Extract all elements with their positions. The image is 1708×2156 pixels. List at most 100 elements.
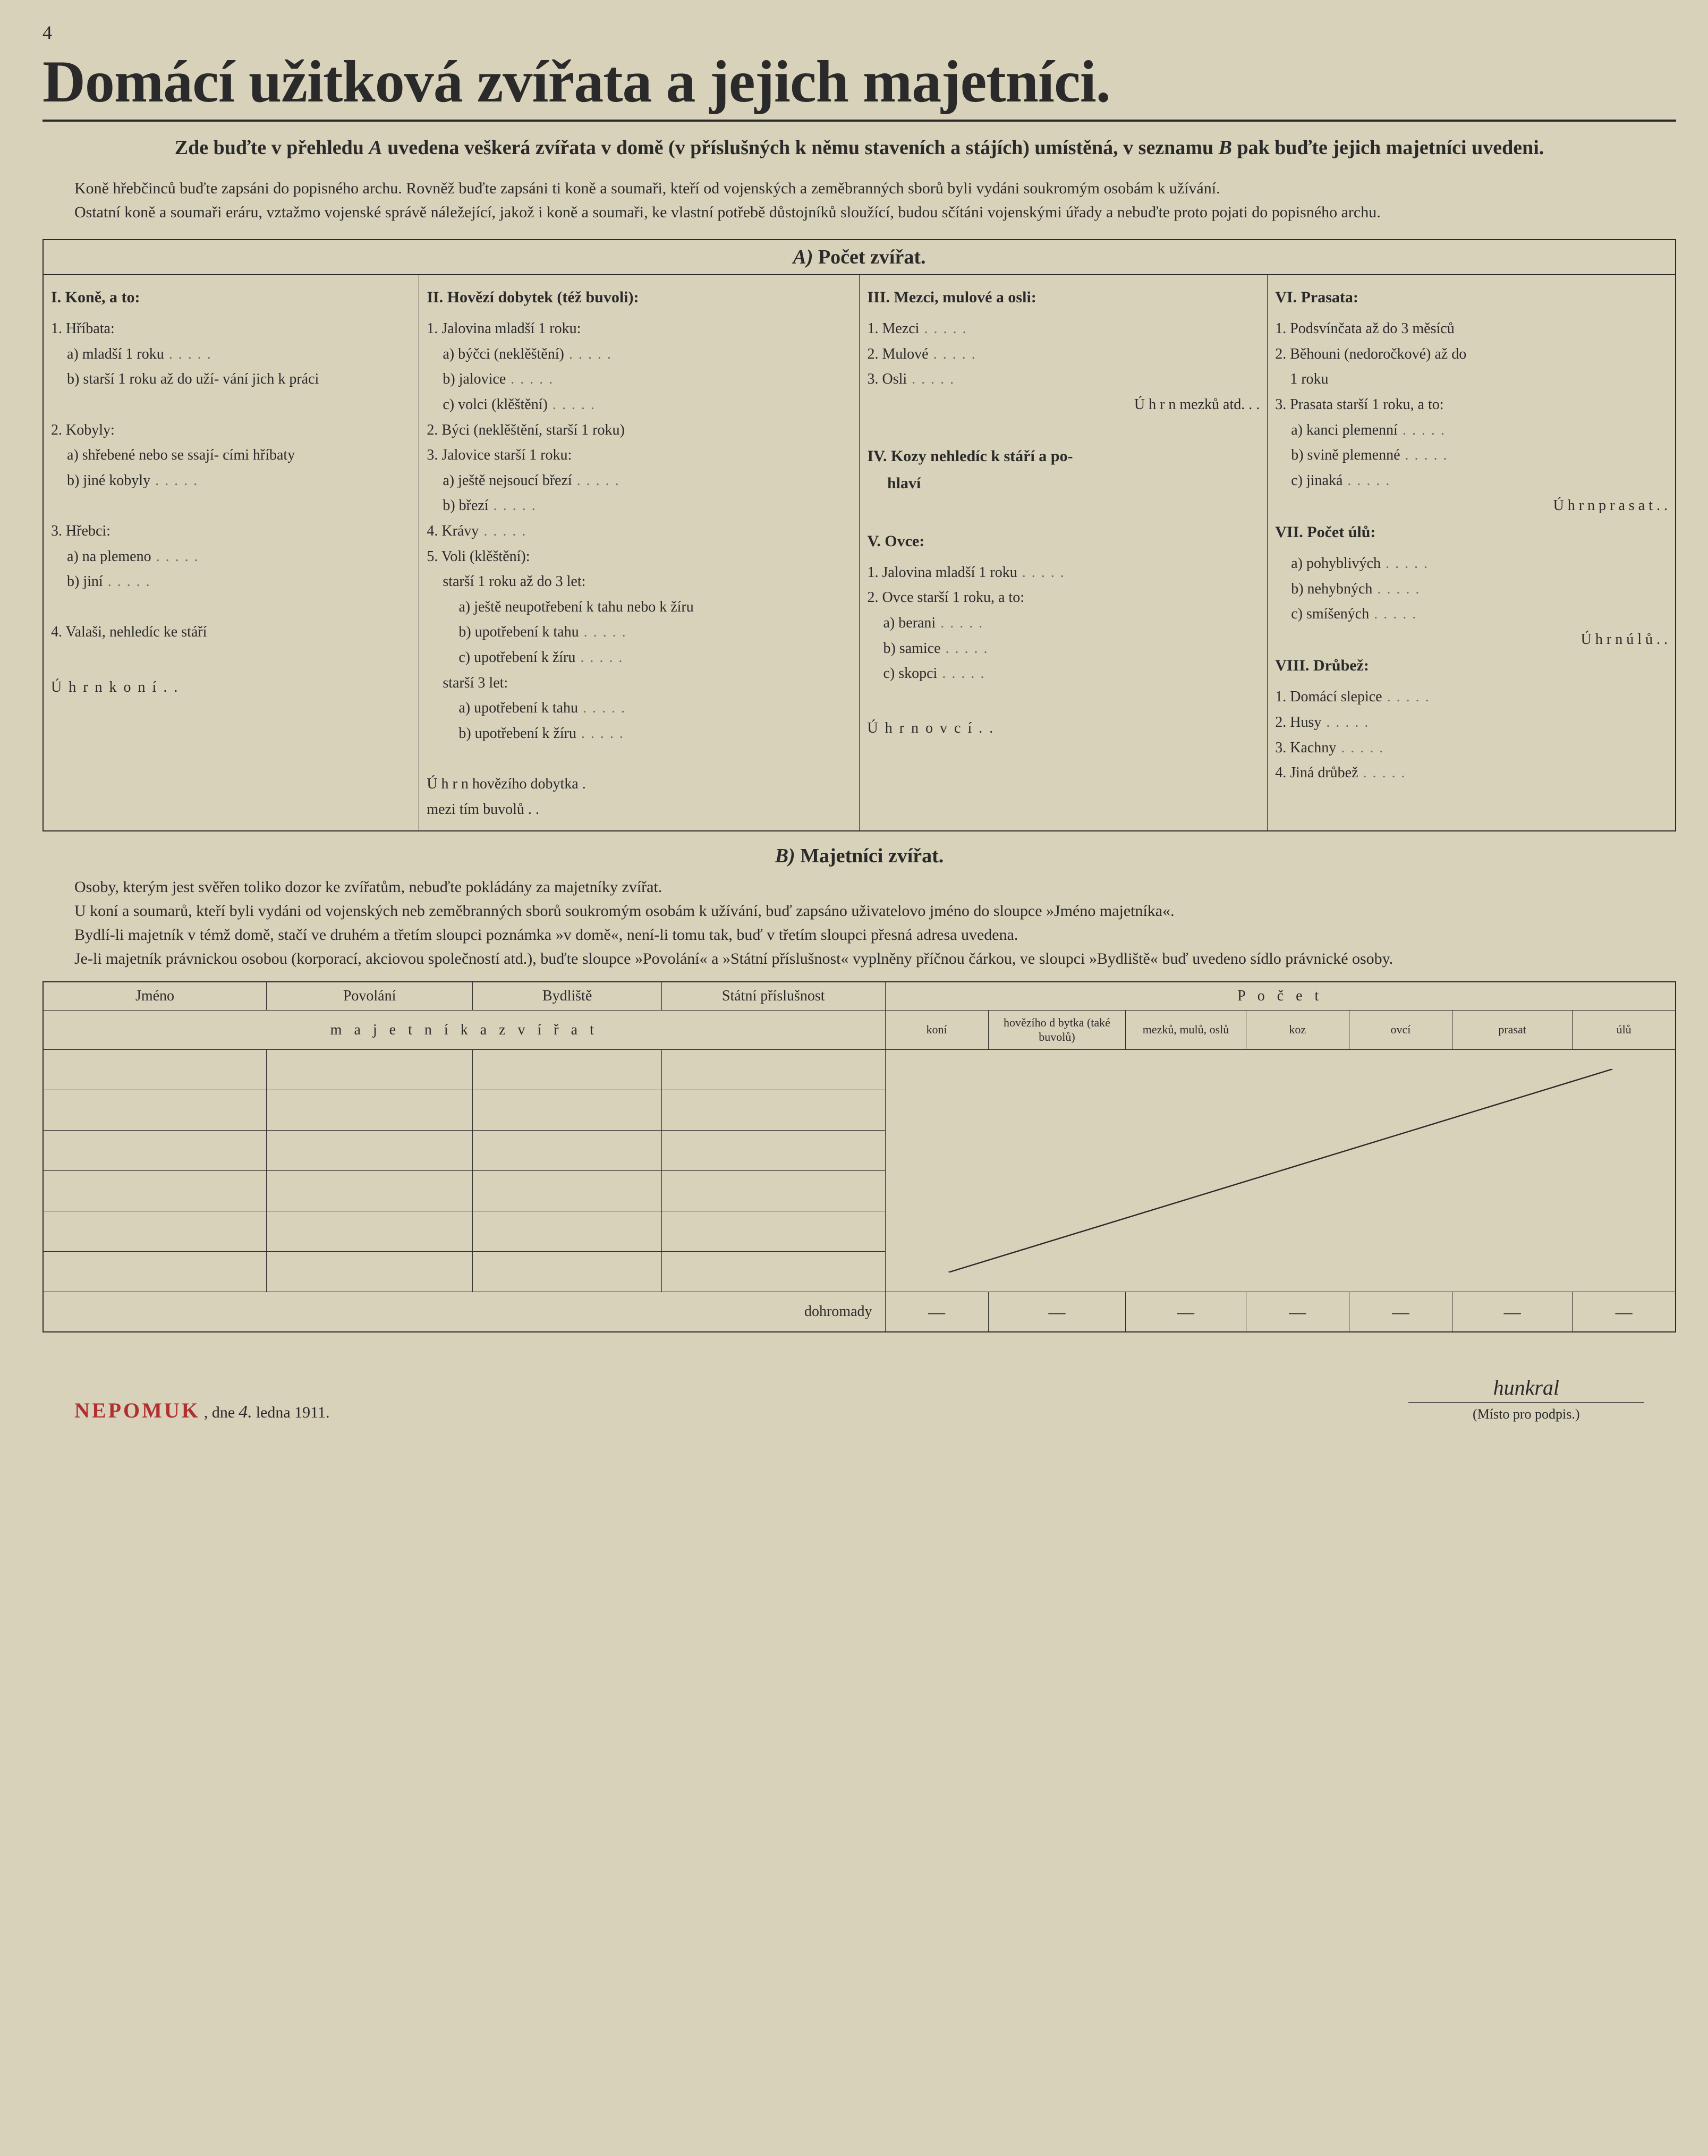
col2-header: II. Hovězí dobytek (též buvoli): <box>427 284 852 311</box>
col-3-mezci-kozy-ovce: III. Mezci, mulové a osli: 1. Mezci 2. M… <box>859 275 1267 830</box>
main-title: Domácí užitková zvířata a jejich majetní… <box>43 48 1676 122</box>
col2-g1-head: 1. Jalovina mladší 1 roku: <box>427 316 852 342</box>
col2-g5-head: 5. Voli (klěštění): <box>427 544 852 570</box>
date-prefix: , dne <box>204 1404 235 1421</box>
col2-g2: 2. Býci (neklěštění, starší 1 roku) <box>427 418 852 443</box>
th-majetnika: m a j e t n í k a z v í ř a t <box>43 1011 885 1050</box>
th-jmeno: Jméno <box>43 982 267 1011</box>
td-dash: — <box>988 1292 1126 1332</box>
col4-i6-a: a) kanci plemenní <box>1275 418 1668 443</box>
td-dash: — <box>885 1292 988 1332</box>
notes-p2: U koní a soumarů, kteří byli vydáni od v… <box>43 899 1676 923</box>
td-dash: — <box>1349 1292 1452 1332</box>
col4-i6-b: b) svině plemenné <box>1275 443 1668 468</box>
col4-i8-3: 3. Kachny <box>1275 735 1668 761</box>
td-dohromady: dohromady <box>43 1292 885 1332</box>
col4-i8-4: 4. Jiná drůbež <box>1275 760 1668 786</box>
section-b-header: B) Majetníci zvířat. <box>43 844 1676 868</box>
col2-g5-a2: a) upotřebení k tahu <box>427 695 852 721</box>
footer-left: NEPOMUK , dne 4. ledna 1911. <box>74 1398 330 1423</box>
stamp: NEPOMUK <box>74 1398 200 1422</box>
subtitle-p2: uvedena veškerá zvířata v domě (v příslu… <box>383 137 1219 159</box>
notes-p3: Bydlí-li majetník v témž domě, stačí ve … <box>43 923 1676 947</box>
subtitle: Zde buďte v přehledu A uvedena veškerá z… <box>116 134 1603 162</box>
col1-g1-head: 1. Hříbata: <box>51 316 411 342</box>
col3-i5-tot: Ú h r n o v c í . . <box>867 716 1260 741</box>
col2-g5-sub: starší 1 roku až do 3 let: <box>427 569 852 595</box>
col3-i3-1: 1. Mezci <box>867 316 1260 342</box>
section-a: A) Počet zvířat. I. Koně, a to: 1. Hříba… <box>43 239 1676 831</box>
signature-area: hunkral (Místo pro podpis.) <box>1408 1375 1644 1423</box>
owners-table: Jméno Povolání Bydliště Státní příslušno… <box>43 981 1676 1332</box>
col3-i3-tot: Ú h r n mezků atd. . . <box>867 392 1260 418</box>
notes-p1: Osoby, kterým jest svěřen toliko dozor k… <box>43 875 1676 899</box>
td-dash: — <box>1573 1292 1676 1332</box>
col4-i6-1: 1. Podsvínčata až do 3 měsíců <box>1275 316 1668 342</box>
section-a-title: Počet zvířat. <box>818 246 926 268</box>
section-a-header: A) Počet zvířat. <box>44 240 1675 275</box>
subtitle-p3: pak buďte jejich majetníci uvedeni. <box>1232 137 1544 159</box>
th-bydliste: Bydliště <box>473 982 662 1011</box>
col1-g3-b: b) jiní <box>51 569 411 595</box>
col2-g5-b2: b) upotřebení k žíru <box>427 721 852 746</box>
col2-g5-sub2: starší 3 let: <box>427 670 852 696</box>
subtitle-b: B <box>1219 137 1232 159</box>
col4-h6: VI. Prasata: <box>1275 284 1668 311</box>
col4-i7-a: a) pohyblivých <box>1275 551 1668 576</box>
th-koz: koz <box>1246 1011 1349 1050</box>
col-2-hovezi: II. Hovězí dobytek (též buvoli): 1. Jalo… <box>419 275 859 830</box>
table-row <box>43 1049 1676 1090</box>
col1-g1-b: b) starší 1 roku až do uží- vání jich k … <box>51 367 411 392</box>
col2-g3-a: a) ještě nejsoucí březí <box>427 468 852 494</box>
col4-i6-3: 3. Prasata starší 1 roku, a to: <box>1275 392 1668 418</box>
th-povolani: Povolání <box>267 982 473 1011</box>
intro-p2: Ostatní koně a soumaři eráru, vztažmo vo… <box>43 200 1676 224</box>
total-row: dohromady — — — — — — — <box>43 1292 1676 1332</box>
section-b-letter: B) <box>775 845 795 867</box>
td-dash: — <box>1246 1292 1349 1332</box>
col1-header: I. Koně, a to: <box>51 284 411 311</box>
col2-g4: 4. Krávy <box>427 519 852 544</box>
col3-i5-2: 2. Ovce starší 1 roku, a to: <box>867 585 1260 610</box>
col3-h5: V. Ovce: <box>867 528 1260 555</box>
date-handwritten: 4. <box>239 1402 252 1422</box>
col4-i7-tot: Ú h r n ú l ů . . <box>1275 627 1668 652</box>
date-suffix: ledna 1911. <box>256 1404 330 1421</box>
col3-i3-3: 3. Osli <box>867 367 1260 392</box>
col2-g1-c: c) volci (klěštění) <box>427 392 852 418</box>
col1-g4: 4. Valaši, nehledíc ke stáří <box>51 619 411 645</box>
col4-i6-tot: Ú h r n p r a s a t . . <box>1275 493 1668 519</box>
col4-i7-b: b) nehybných <box>1275 576 1668 602</box>
section-b-notes: Osoby, kterým jest svěřen toliko dozor k… <box>43 875 1676 971</box>
col3-i5-1: 1. Jalovina mladší 1 roku <box>867 560 1260 585</box>
col-1-kone: I. Koně, a to: 1. Hříbata: a) mladší 1 r… <box>44 275 419 830</box>
section-a-letter: A) <box>793 246 813 268</box>
section-b-title: Majetníci zvířat. <box>800 845 944 867</box>
col2-total1: Ú h r n hovězího dobytka . <box>427 771 852 797</box>
col4-i6-c: c) jinaká <box>1275 468 1668 494</box>
col2-g1-a: a) býčci (neklěštění) <box>427 342 852 367</box>
th-statni: Státní příslušnost <box>661 982 885 1011</box>
notes-p4: Je-li majetník právnickou osobou (korpor… <box>43 947 1676 971</box>
subtitle-p1: Zde buďte v přehledu <box>175 137 369 159</box>
intro-text: Koně hřebčinců buďte zapsáni do popisnéh… <box>43 176 1676 224</box>
col1-g1-a: a) mladší 1 roku <box>51 342 411 367</box>
col3-i5-a: a) berani <box>867 610 1260 636</box>
col1-g3-a: a) na plemeno <box>51 544 411 570</box>
col3-i5-c: c) skopci <box>867 661 1260 686</box>
col2-g5-c: c) upotřebení k žíru <box>427 645 852 670</box>
col2-g3-b: b) březí <box>427 493 852 519</box>
th-prasat: prasat <box>1452 1011 1572 1050</box>
col4-h8: VIII. Drůbež: <box>1275 652 1668 679</box>
col4-i8-2: 2. Husy <box>1275 710 1668 735</box>
col3-i3-2: 2. Mulové <box>867 342 1260 367</box>
th-koni: koní <box>885 1011 988 1050</box>
th-ulu: úlů <box>1573 1011 1676 1050</box>
page-number: 4 <box>43 21 1676 44</box>
intro-p1: Koně hřebčinců buďte zapsáni do popisnéh… <box>43 176 1676 200</box>
subtitle-a: A <box>369 137 382 159</box>
col1-g3-head: 3. Hřebci: <box>51 519 411 544</box>
td-dash: — <box>1452 1292 1572 1332</box>
col2-g5-b: b) upotřebení k tahu <box>427 619 852 645</box>
col3-h3: III. Mezci, mulové a osli: <box>867 284 1260 311</box>
